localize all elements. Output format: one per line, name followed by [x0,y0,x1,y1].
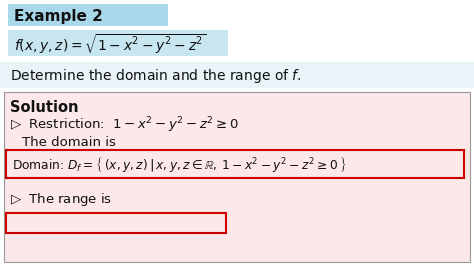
FancyBboxPatch shape [0,62,474,88]
Text: $f(x, y, z) = \sqrt{1 - x^2 - y^2 - z^2}$: $f(x, y, z) = \sqrt{1 - x^2 - y^2 - z^2}… [14,32,206,56]
Text: Solution: Solution [10,99,79,114]
FancyBboxPatch shape [8,30,228,56]
FancyBboxPatch shape [6,150,464,178]
Text: Domain: $D_f = \left\{\,(x, y, z)\,\middle|\, x, y, z \in \mathbb{R},\, 1 - x^2 : Domain: $D_f = \left\{\,(x, y, z)\,\midd… [12,156,346,174]
FancyBboxPatch shape [4,92,470,262]
Text: $\triangleright$  The range is: $\triangleright$ The range is [10,192,112,209]
Text: Determine the domain and the range of $f$.: Determine the domain and the range of $f… [10,67,301,85]
Text: Example 2: Example 2 [14,10,103,24]
Text: $\triangleright$  Restriction:  $1 - x^2 - y^2 - z^2 \geq 0$: $\triangleright$ Restriction: $1 - x^2 -… [10,115,239,135]
FancyBboxPatch shape [8,4,168,26]
Text: The domain is: The domain is [22,135,116,148]
FancyBboxPatch shape [6,213,226,233]
